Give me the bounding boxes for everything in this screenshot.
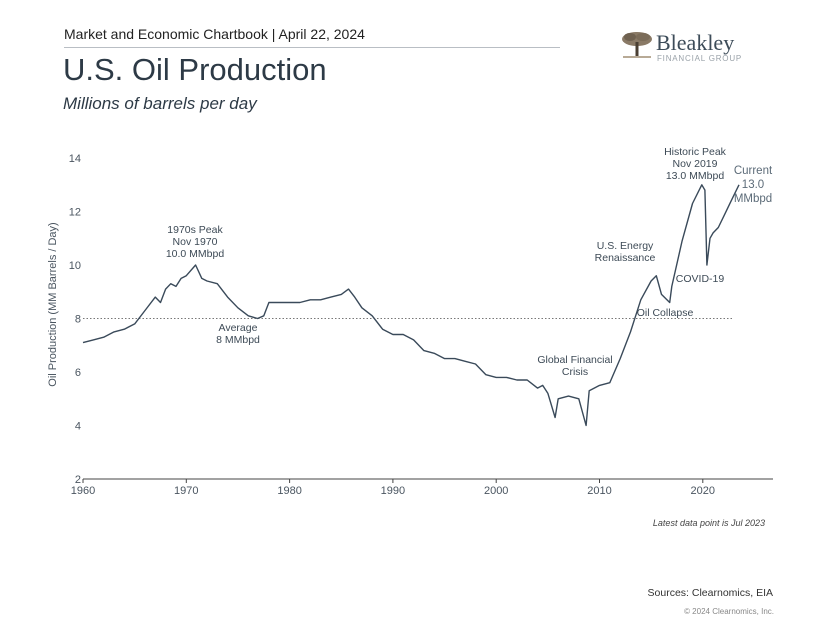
annotation-line: Current [734, 165, 773, 177]
page-title: U.S. Oil Production [63, 52, 327, 87]
y-tick-label: 2 [75, 474, 81, 486]
y-tick-label: 12 [69, 207, 81, 219]
annotation-line: MMbpd [734, 193, 772, 205]
x-tick-label: 2000 [484, 485, 508, 497]
x-tick-label: 1970 [174, 485, 198, 497]
annotation-line: Oil Collapse [637, 307, 694, 319]
annotation-covid: COVID-19 [676, 273, 725, 285]
annotation-line: Historic Peak [664, 146, 727, 158]
annotation-line: Crisis [562, 366, 588, 378]
chart-axes: 1960 1970 1980 1990 2000 2010 2020 2 4 6 8 10 12 14 Oi… [47, 153, 773, 497]
annotation-line: 10.0 MMbpd [166, 248, 225, 260]
production-series-line [82, 184, 740, 427]
y-tick-label: 10 [69, 260, 81, 272]
annotation-renaissance: U.S. Energy Renaissance [595, 240, 656, 264]
series-layer [82, 184, 740, 427]
annotation-line: 13.0 [742, 179, 764, 191]
latest-data-note: Latest data point is Jul 2023 [652, 518, 765, 528]
page-subtitle: Millions of barrels per day [63, 94, 257, 113]
x-tick-label: 2020 [691, 485, 715, 497]
y-tick-label: 14 [69, 153, 81, 165]
tree-icon [622, 32, 652, 58]
annotation-collapse: Oil Collapse [637, 307, 694, 319]
y-tick-label: 4 [75, 421, 81, 433]
x-tick-label: 1960 [71, 485, 95, 497]
annotation-line: Average [219, 322, 258, 334]
x-tick-label: 1990 [381, 485, 405, 497]
annotation-line: Global Financial [537, 354, 612, 366]
annotation-line: 13.0 MMbpd [666, 170, 725, 182]
y-tick-label: 8 [75, 314, 81, 326]
x-tick-label: 1980 [277, 485, 301, 497]
y-tick-label: 6 [75, 367, 81, 379]
annotation-line: Nov 1970 [173, 236, 218, 248]
annotation-gfc: Global Financial Crisis [537, 354, 612, 378]
annotation-line: 8 MMbpd [216, 334, 260, 346]
annotation-peak1970: 1970s Peak Nov 1970 10.0 MMbpd [166, 224, 225, 260]
annotation-line: 1970s Peak [167, 224, 223, 236]
annotation-line: COVID-19 [676, 273, 725, 285]
annotation-peak2019: Historic Peak Nov 2019 13.0 MMbpd [664, 146, 727, 182]
logo-name: Bleakley [656, 30, 735, 55]
x-tick-label: 2010 [587, 485, 611, 497]
copyright-text: © 2024 Clearnomics, Inc. [684, 607, 774, 616]
annotation-line: Nov 2019 [673, 158, 718, 170]
annotations-layer: 1970s Peak Nov 1970 10.0 MMbpd Average 8 MMb… [166, 146, 773, 378]
annotation-average: Average 8 MMbpd [216, 322, 260, 346]
brand-logo: Bleakley FINANCIAL GROUP [620, 28, 760, 64]
logo-tagline: FINANCIAL GROUP [657, 54, 743, 63]
y-axis-label: Oil Production (MM Barrels / Day) [47, 222, 59, 386]
annotation-line: Renaissance [595, 252, 656, 264]
chartbook-header: Market and Economic Chartbook | April 22… [64, 26, 365, 42]
sources-text: Sources: Clearnomics, EIA [647, 587, 773, 599]
annotation-current: Current 13.0 MMbpd [734, 165, 773, 205]
annotation-line: U.S. Energy [597, 240, 654, 252]
header-divider [64, 47, 560, 48]
